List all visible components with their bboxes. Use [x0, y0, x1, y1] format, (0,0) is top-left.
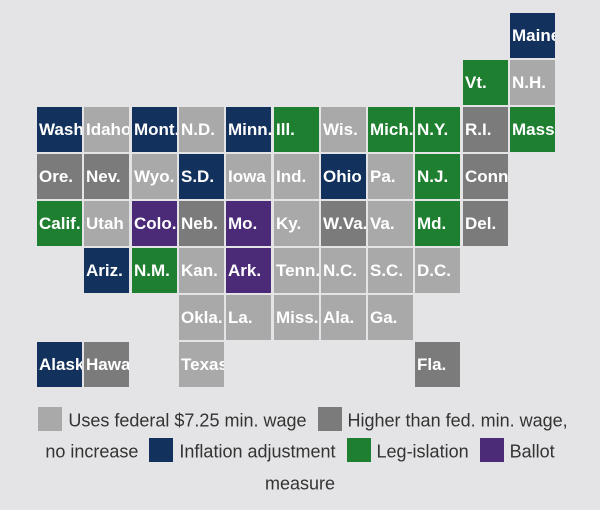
state-tile: Mich. — [368, 107, 413, 152]
legend-label-higher: Higher than fed. min. wage, no increase — [45, 410, 568, 462]
state-tile: R.I. — [463, 107, 508, 152]
state-tile: Ore. — [37, 154, 82, 199]
legend-label-ballot: Ballot measure — [264, 441, 555, 493]
state-tile: W.Va. — [321, 201, 366, 246]
state-tile: Minn. — [226, 107, 271, 152]
state-tile: Utah — [84, 201, 129, 246]
state-tile: Ill. — [274, 107, 319, 152]
state-tile: Ky. — [274, 201, 319, 246]
state-tile: La. — [226, 295, 271, 340]
state-tile: Mont. — [132, 107, 177, 152]
state-tile: N.H. — [510, 60, 555, 105]
state-tile: N.Y. — [415, 107, 460, 152]
state-tile: S.C. — [368, 248, 413, 293]
state-tile: Alaska — [37, 342, 82, 387]
state-tile: Mass. — [510, 107, 555, 152]
state-tile: Va. — [368, 201, 413, 246]
state-tile: Miss. — [274, 295, 319, 340]
state-tile: Md. — [415, 201, 460, 246]
state-tile: Nev. — [84, 154, 129, 199]
state-tile: Texas — [179, 342, 224, 387]
tile-grid-map: MaineVt.N.H. Wash.IdahoMont.N.D.Minn.Ill.… — [37, 13, 555, 387]
state-tile: Kan. — [179, 248, 224, 293]
state-tile: Ga. — [368, 295, 413, 340]
state-tile: Okla. — [179, 295, 224, 340]
legend-swatch-inflation — [149, 438, 174, 462]
state-tile: Ala. — [321, 295, 366, 340]
legend-swatch-higher — [317, 406, 342, 431]
state-tile: Wash. — [37, 107, 82, 152]
legend: Uses federal $7.25 min. wage Higher than… — [30, 404, 570, 498]
state-tile: Calif. — [37, 201, 82, 246]
legend-swatch-federal — [38, 406, 63, 431]
state-tile: Neb. — [179, 201, 224, 246]
state-tile: Ariz. — [84, 248, 129, 293]
state-tile: Mo. — [226, 201, 271, 246]
state-tile: D.C. — [415, 248, 460, 293]
state-tile: N.C. — [321, 248, 366, 293]
state-tile: N.J. — [415, 154, 460, 199]
state-tile: Tenn. — [274, 248, 319, 293]
legend-label-federal: Uses federal $7.25 min. wage — [68, 410, 307, 431]
state-tile: Ohio — [321, 154, 366, 199]
state-tile: Ark. — [226, 248, 271, 293]
state-tile: Iowa — [226, 154, 271, 199]
state-tile: Colo. — [132, 201, 177, 246]
state-tile: Wis. — [321, 107, 366, 152]
legend-swatch-ballot — [479, 438, 504, 462]
legend-swatch-legislation — [346, 438, 371, 462]
state-tile: N.D. — [179, 107, 224, 152]
state-tile: Conn. — [463, 154, 508, 199]
state-tile: Hawaii — [84, 342, 129, 387]
legend-label-legislation: Leg-islation — [376, 441, 469, 462]
state-tile: Fla. — [415, 342, 460, 387]
state-tile: Maine — [510, 13, 555, 58]
state-tile: Del. — [463, 201, 508, 246]
state-tile: S.D. — [179, 154, 224, 199]
state-tile: N.M. — [132, 248, 177, 293]
state-tile: Wyo. — [132, 154, 177, 199]
legend-label-inflation: Inflation adjustment — [179, 441, 336, 462]
state-tile: Pa. — [368, 154, 413, 199]
state-tile: Vt. — [463, 60, 508, 105]
state-tile: Idaho — [84, 107, 129, 152]
state-tile: Ind. — [274, 154, 319, 199]
